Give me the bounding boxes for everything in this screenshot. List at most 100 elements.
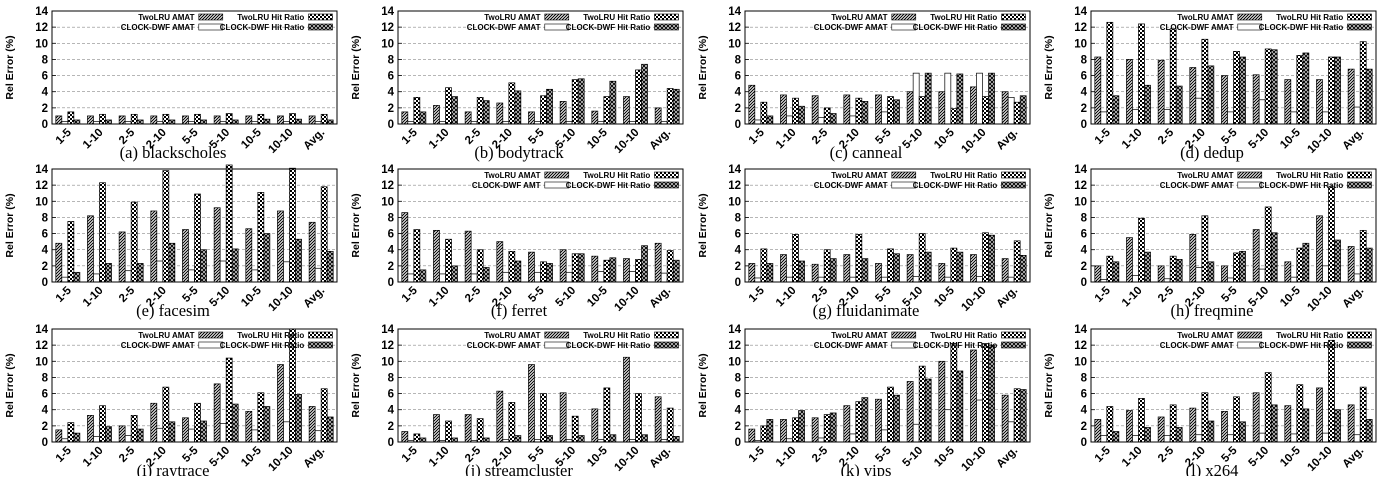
y-tick-label: 0 xyxy=(42,119,48,131)
bar-clockdwf_hit-5-10 xyxy=(231,119,239,125)
x-tick-label: Avg. xyxy=(301,445,327,471)
chart-caption: (k) vips xyxy=(841,461,892,476)
bar-clockdwf_hit-10-10 xyxy=(295,394,302,443)
bar-clockdwf_amat-2-5 xyxy=(817,276,825,283)
x-tick-label: 2-5 xyxy=(463,284,484,305)
bar-twolru_hit-Avg. xyxy=(666,407,674,443)
y-tick-label: 8 xyxy=(735,54,742,66)
legend-label: TwoLRU AMAT xyxy=(831,171,887,180)
bar-twolru_hit-5-5 xyxy=(194,402,201,443)
x-tick-label: 10-5 xyxy=(1278,126,1303,151)
bar-clockdwf_amat-5-10 xyxy=(912,276,920,283)
legend-label: TwoLRU Hit Ratio xyxy=(930,331,997,340)
bar-clockdwf_amat-10-5 xyxy=(1290,433,1298,443)
x-tick-label: 10-5 xyxy=(585,126,610,151)
y-tick-label: 4 xyxy=(42,87,49,99)
bar-twolru_amat-5-5 xyxy=(875,398,882,443)
bar-twolru_hit-10-5 xyxy=(950,247,958,283)
bar-clockdwf_hit-10-10 xyxy=(641,434,648,443)
bar-twolru_hit-10-10 xyxy=(982,96,989,125)
y-tick-label: 0 xyxy=(1081,119,1087,131)
y-tick-label: 4 xyxy=(388,87,395,99)
y-tick-label: 12 xyxy=(35,340,48,352)
bar-clockdwf_hit-2-10 xyxy=(514,435,522,443)
bar-clockdwf_amat-5-5 xyxy=(881,276,888,283)
legend-swatch xyxy=(308,13,333,21)
y-axis-label: Rel Error (%) xyxy=(350,353,362,417)
bar-clockdwf_hit-2-10 xyxy=(1207,420,1215,443)
bar-twolru_hit-10-5 xyxy=(950,108,958,125)
bar-twolru_amat-2-5 xyxy=(1157,265,1165,283)
plot-frame xyxy=(744,10,1031,125)
bar-twolru_hit-5-5 xyxy=(1233,51,1240,125)
legend-label: CLOCK-DWF AMAT xyxy=(121,341,195,350)
y-tick-label: 14 xyxy=(1074,164,1087,176)
bar-twolru_amat-5-10 xyxy=(213,383,221,443)
y-tick-label: 10 xyxy=(35,38,48,50)
bar-twolru_amat-10-10 xyxy=(277,115,284,125)
x-tick-label: Avg. xyxy=(301,127,327,153)
bar-clockdwf_hit-2-10 xyxy=(514,90,522,125)
bar-twolru_hit-2-5 xyxy=(1169,28,1177,125)
bar-clockdwf_amat-5-10 xyxy=(565,271,573,283)
bar-clockdwf_hit-5-5 xyxy=(1239,421,1246,443)
bar-clockdwf_hit-5-10 xyxy=(1270,232,1278,283)
bar-twolru_amat-Avg. xyxy=(1001,91,1009,125)
bar-clockdwf_hit-10-5 xyxy=(1302,408,1310,443)
bar-clockdwf_hit-Avg. xyxy=(1365,68,1373,125)
bar-twolru_amat-2-10 xyxy=(1189,234,1197,283)
bar-twolru_hit-Avg. xyxy=(666,88,674,125)
x-tick-label: 10-5 xyxy=(932,126,957,151)
bar-twolru_amat-10-10 xyxy=(623,96,630,125)
plot-frame xyxy=(51,10,338,125)
bar-clockdwf_hit-1-5 xyxy=(73,432,81,443)
y-tick-label: 8 xyxy=(388,54,395,66)
bar-clockdwf_hit-2-10 xyxy=(861,397,869,443)
bar-twolru_hit-5-5 xyxy=(540,95,547,125)
y-tick-label: 14 xyxy=(1074,6,1087,18)
x-tick-label: 1-10 xyxy=(81,127,106,152)
bar-twolru_amat-1-5 xyxy=(55,429,63,443)
plot-frame xyxy=(1090,10,1377,125)
legend-label: TwoLRU AMAT xyxy=(1177,331,1233,340)
bar-twolru_hit-1-10 xyxy=(99,113,106,125)
bar-clockdwf_hit-10-5 xyxy=(263,233,271,283)
legend-label: CLOCK-DWF Hit Ratio xyxy=(220,341,305,350)
legend-swatch xyxy=(1237,181,1263,189)
x-tick-label: 10-5 xyxy=(1278,284,1303,309)
bar-clockdwf_amat-2-5 xyxy=(470,273,478,283)
bar-clockdwf_amat-2-10 xyxy=(156,260,164,283)
bar-twolru_amat-2-10 xyxy=(496,390,504,443)
bar-clockdwf_amat-2-5 xyxy=(124,435,132,443)
bar-twolru_hit-10-5 xyxy=(603,96,611,125)
bar-clockdwf_hit-5-5 xyxy=(1239,250,1246,283)
bar-twolru_hit-1-5 xyxy=(1106,255,1114,283)
bar-twolru_amat-2-5 xyxy=(464,230,472,283)
x-tick-label: 10-10 xyxy=(266,127,295,156)
bar-twolru_hit-1-5 xyxy=(760,101,768,125)
bar-twolru_amat-5-5 xyxy=(182,229,189,283)
legend-swatch xyxy=(1001,13,1026,21)
legend-swatch xyxy=(544,23,570,31)
bar-clockdwf_hit-5-5 xyxy=(546,263,553,283)
bar-twolru_amat-Avg. xyxy=(1347,68,1355,125)
bar-twolru_amat-1-10 xyxy=(87,415,94,443)
y-axis-label: Rel Error (%) xyxy=(4,353,16,417)
chart-caption: (d) dedup xyxy=(1180,143,1244,162)
bar-clockdwf_amat-1-10 xyxy=(1132,275,1139,283)
bar-clockdwf_hit-10-5 xyxy=(956,370,964,443)
bar-twolru_hit-10-10 xyxy=(635,259,642,283)
x-tick-label: 10-10 xyxy=(959,445,988,474)
bar-twolru_amat-1-10 xyxy=(433,229,440,283)
bar-clockdwf_hit-1-10 xyxy=(105,426,112,443)
y-tick-label: 6 xyxy=(1081,71,1087,83)
bar-clockdwf_hit-Avg. xyxy=(672,88,680,125)
y-tick-label: 8 xyxy=(42,212,49,224)
bar-twolru_hit-Avg. xyxy=(320,186,328,283)
bar-twolru_amat-1-10 xyxy=(1126,410,1133,443)
bar-twolru_amat-2-5 xyxy=(811,95,819,125)
bar-twolru_amat-10-5 xyxy=(938,360,946,443)
bar-twolru_amat-2-5 xyxy=(464,111,472,125)
bar-twolru_amat-Avg. xyxy=(308,221,316,283)
